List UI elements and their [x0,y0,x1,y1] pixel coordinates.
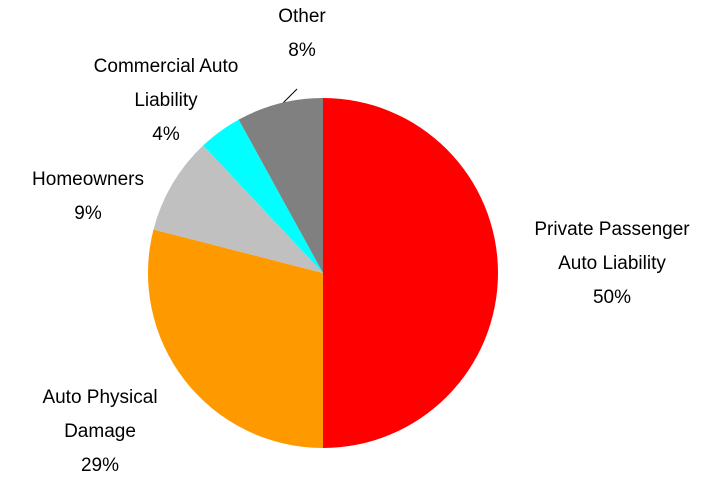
slice-label: Private Passenger Auto Liability 50% [522,213,702,315]
category-label: Commercial Auto Liability [93,56,239,111]
category-label: Auto Physical Damage [42,387,158,442]
slice-label: Auto Physical Damage 29% [15,381,185,483]
pie-slice [153,145,323,273]
slice-label: Commercial Auto Liability 4% [71,50,261,152]
pie-slice [148,229,323,448]
pie-slice [238,98,323,273]
slice-label: Homeowners 9% [18,163,158,231]
value-label: 4% [152,124,180,145]
value-label: 8% [288,40,316,61]
value-label: 29% [80,455,120,476]
pie-slice [203,119,323,273]
value-label: 50% [592,287,632,308]
pie-slice [323,98,498,448]
category-label: Private Passenger Auto Liability [534,219,690,274]
leader-line [282,88,298,104]
category-label: Other [278,6,326,27]
value-label: 9% [74,203,102,224]
category-label: Homeowners [32,169,144,190]
slice-label: Other 8% [252,0,352,68]
